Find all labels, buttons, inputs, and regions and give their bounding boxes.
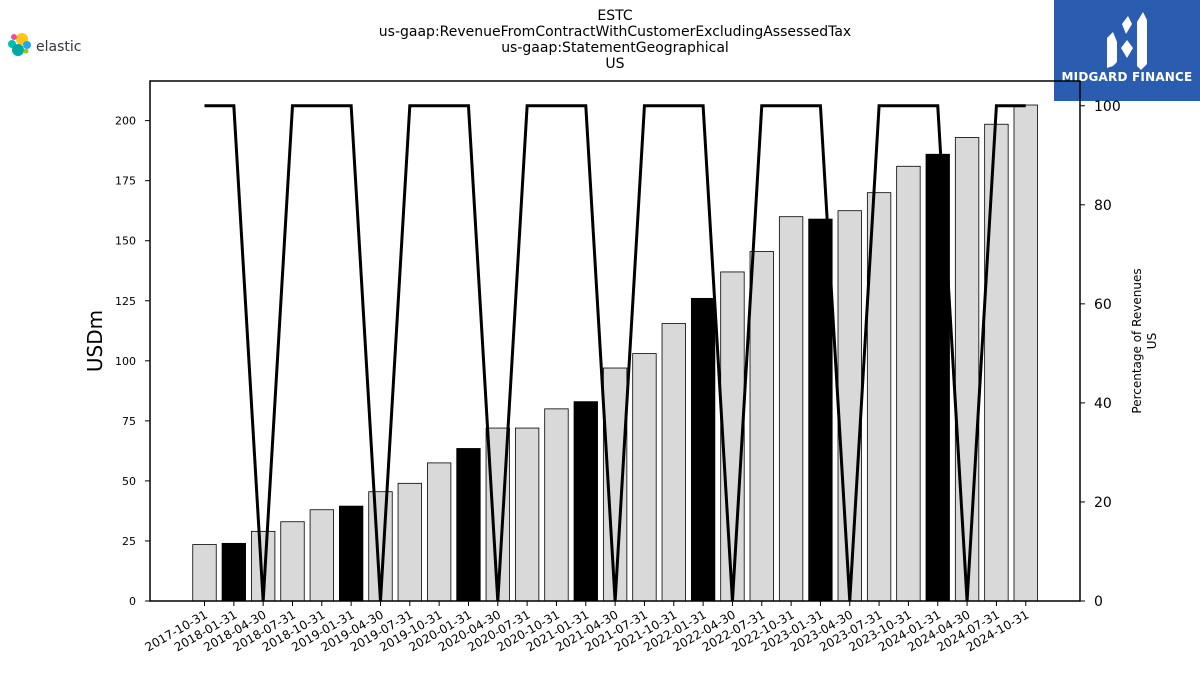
bar-2024-04-30	[954, 137, 980, 602]
bar-2017-10-31	[192, 544, 217, 602]
chart-title-line-2: us-gaap:RevenueFromContractWithCustomerE…	[379, 24, 851, 40]
bar-2023-01-31	[808, 218, 833, 602]
y2-tick-label-20: 20	[1094, 495, 1112, 511]
bar-2023-04-30	[837, 210, 862, 602]
bar-2022-07-31	[749, 251, 774, 602]
midgard-logo: MIDGARD FINANCE	[1054, 0, 1200, 101]
bar-2020-07-31	[514, 427, 540, 602]
bar-2018-10-31	[309, 509, 334, 602]
y2-axis-title-line-1: Percentage of Revenues	[1130, 268, 1144, 413]
y2-tick-label-40: 40	[1094, 396, 1112, 412]
midgard-logo-icon	[1107, 12, 1147, 70]
bar-2020-01-31	[456, 448, 481, 602]
bar-2021-10-31	[661, 323, 686, 602]
bar-2019-10-31	[426, 462, 452, 602]
bar-2022-01-31	[690, 297, 716, 602]
y-tick-label-0: 0	[129, 595, 136, 608]
bar-2019-07-31	[397, 482, 422, 602]
y2-tick-label-60: 60	[1094, 297, 1112, 313]
bar-2024-07-31	[984, 123, 1009, 602]
bar-2021-01-31	[573, 401, 598, 602]
y-tick-label-50: 50	[122, 475, 136, 488]
elastic-logo-text: elastic	[36, 39, 81, 55]
midgard-logo-text: MIDGARD FINANCE	[1062, 70, 1193, 84]
bar-2019-01-31	[338, 505, 364, 602]
y-tick-label-150: 150	[115, 235, 136, 248]
y2-tick-label-80: 80	[1094, 198, 1112, 214]
y2-tick-label-0: 0	[1094, 594, 1103, 610]
chart-title-line-3: us-gaap:StatementGeographical	[501, 40, 729, 56]
y-tick-label-75: 75	[122, 415, 136, 428]
plot-area: 02550751001251501752000204060801002017-1…	[83, 80, 1159, 654]
chart-title-line-1: ESTC	[597, 8, 632, 24]
y-tick-label-175: 175	[115, 175, 136, 188]
y2-axis-title-line-2: US	[1145, 333, 1159, 349]
y-axis-title: USDm	[83, 310, 107, 372]
chart-title-line-4: US	[605, 56, 624, 72]
y-tick-label-200: 200	[115, 115, 136, 128]
elastic-logo: elastic	[8, 33, 81, 56]
bar-2018-01-31	[221, 542, 246, 602]
bar-2022-04-30	[720, 271, 745, 602]
y-tick-label-100: 100	[115, 355, 136, 368]
bar-2020-10-31	[544, 408, 569, 602]
y-tick-label-25: 25	[122, 535, 136, 548]
bar-2024-10-31	[1013, 104, 1038, 602]
bar-2022-10-31	[778, 216, 804, 602]
elastic-logo-icon	[8, 33, 31, 56]
y2-tick-label-100: 100	[1094, 99, 1121, 115]
bar-2021-07-31	[632, 353, 657, 602]
bar-2023-10-31	[896, 165, 921, 602]
y-tick-label-125: 125	[115, 295, 136, 308]
bar-2018-07-31	[280, 521, 305, 602]
chart-title: ESTC us-gaap:RevenueFromContractWithCust…	[379, 8, 851, 72]
